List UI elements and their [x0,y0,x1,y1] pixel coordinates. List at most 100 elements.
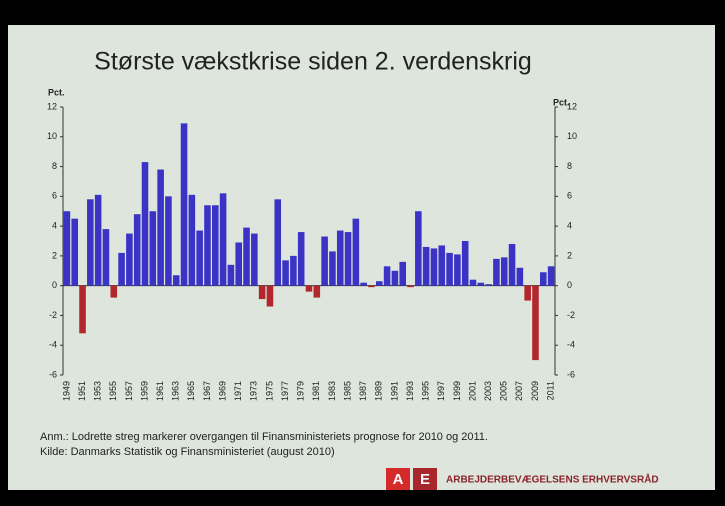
bar [399,262,406,286]
x-tick-label: 1989 [374,381,384,401]
x-tick-label: 1979 [296,381,306,401]
bar [493,259,500,286]
y2-tick-label: 6 [567,191,572,201]
bar [87,199,94,285]
bar [314,286,321,298]
x-tick-label: 1975 [264,381,274,401]
bar [438,245,445,285]
bar [509,244,516,286]
bar [79,286,86,334]
bar [173,275,180,285]
x-tick-label: 1985 [342,381,352,401]
bar [204,205,211,285]
y2-tick-label: -2 [567,310,575,320]
bar [524,286,531,301]
bar [134,214,141,285]
logo-letter: A [393,471,404,488]
bar [142,162,149,286]
x-tick-label: 1999 [452,381,462,401]
bar [415,211,422,285]
page: Største vækstkrise siden 2. verdenskrig … [0,0,725,506]
x-tick-label: 1965 [186,381,196,401]
y2-tick-label: 12 [567,101,577,111]
x-tick-label: 1959 [139,381,149,401]
x-tick-label: 1967 [202,381,212,401]
x-tick-label: 2009 [530,381,540,401]
bar [235,242,242,285]
x-tick-label: 1955 [108,381,118,401]
bar [462,241,469,286]
y2-tick-label: -6 [567,369,575,379]
bar [150,211,157,285]
bar [501,257,508,285]
bar [532,286,539,360]
x-tick-label: 2001 [467,381,477,401]
x-tick-label: 1981 [311,381,321,401]
bar [196,231,203,286]
x-tick-label: 2011 [545,381,555,400]
bar [376,281,383,285]
x-tick-label: 1971 [233,381,243,401]
bar [251,234,258,286]
x-tick-label: 1957 [124,381,134,401]
bar [360,283,367,286]
bar [548,266,555,285]
x-tick-label: 2005 [499,381,509,401]
bar [165,196,172,285]
bar [290,256,297,286]
bar [64,211,71,285]
bar [470,280,477,286]
bar [423,247,430,286]
bar [454,254,461,285]
x-tick-label: 1993 [405,381,415,401]
bar [212,205,219,285]
logo-letter: E [420,471,430,488]
y-tick-label: -2 [49,310,57,320]
bar [329,251,336,285]
chart: Største vækstkrise siden 2. verdenskrig … [0,0,725,506]
bar [321,237,328,286]
x-tick-label: 1969 [217,381,227,401]
bar [267,286,274,307]
bar [282,260,289,285]
bar [103,229,110,286]
x-tick-label: 1987 [358,381,368,401]
bar [298,232,305,286]
y-axis-label: Pct. [48,87,65,97]
x-tick-label: 1995 [421,381,431,401]
y-tick-label: 12 [47,101,57,111]
bar [189,195,196,286]
bar [110,286,117,298]
x-tick-label: 1949 [61,381,71,401]
y-tick-label: 0 [52,280,57,290]
y-tick-label: 6 [52,191,57,201]
x-tick-label: 1977 [280,381,290,401]
bar [306,286,313,292]
bar [228,265,235,286]
bar [392,271,399,286]
y-tick-label: -6 [49,369,57,379]
bar [220,193,227,285]
bar [478,283,485,286]
bar [118,253,125,286]
bar [446,253,453,286]
bar [407,286,414,287]
bar [368,286,375,287]
y-tick-label: 10 [47,131,57,141]
x-tick-label: 1953 [93,381,103,401]
x-tick-label: 1961 [155,381,165,401]
x-tick-label: 2003 [483,381,493,401]
logo-name: ARBEJDERBEVÆGELSENS ERHVERVSRÅD [446,473,659,486]
x-tick-label: 1991 [389,381,399,401]
x-tick-label: 1983 [327,381,337,401]
x-tick-label: 1997 [436,381,446,401]
y-tick-label: 4 [52,220,57,230]
bar [353,219,360,286]
slide [8,25,715,490]
bar [259,286,266,299]
bar [126,234,133,286]
y2-tick-label: 2 [567,250,572,260]
chart-title: Største vækstkrise siden 2. verdenskrig [94,48,532,76]
bar [517,268,524,286]
bar [345,232,352,286]
